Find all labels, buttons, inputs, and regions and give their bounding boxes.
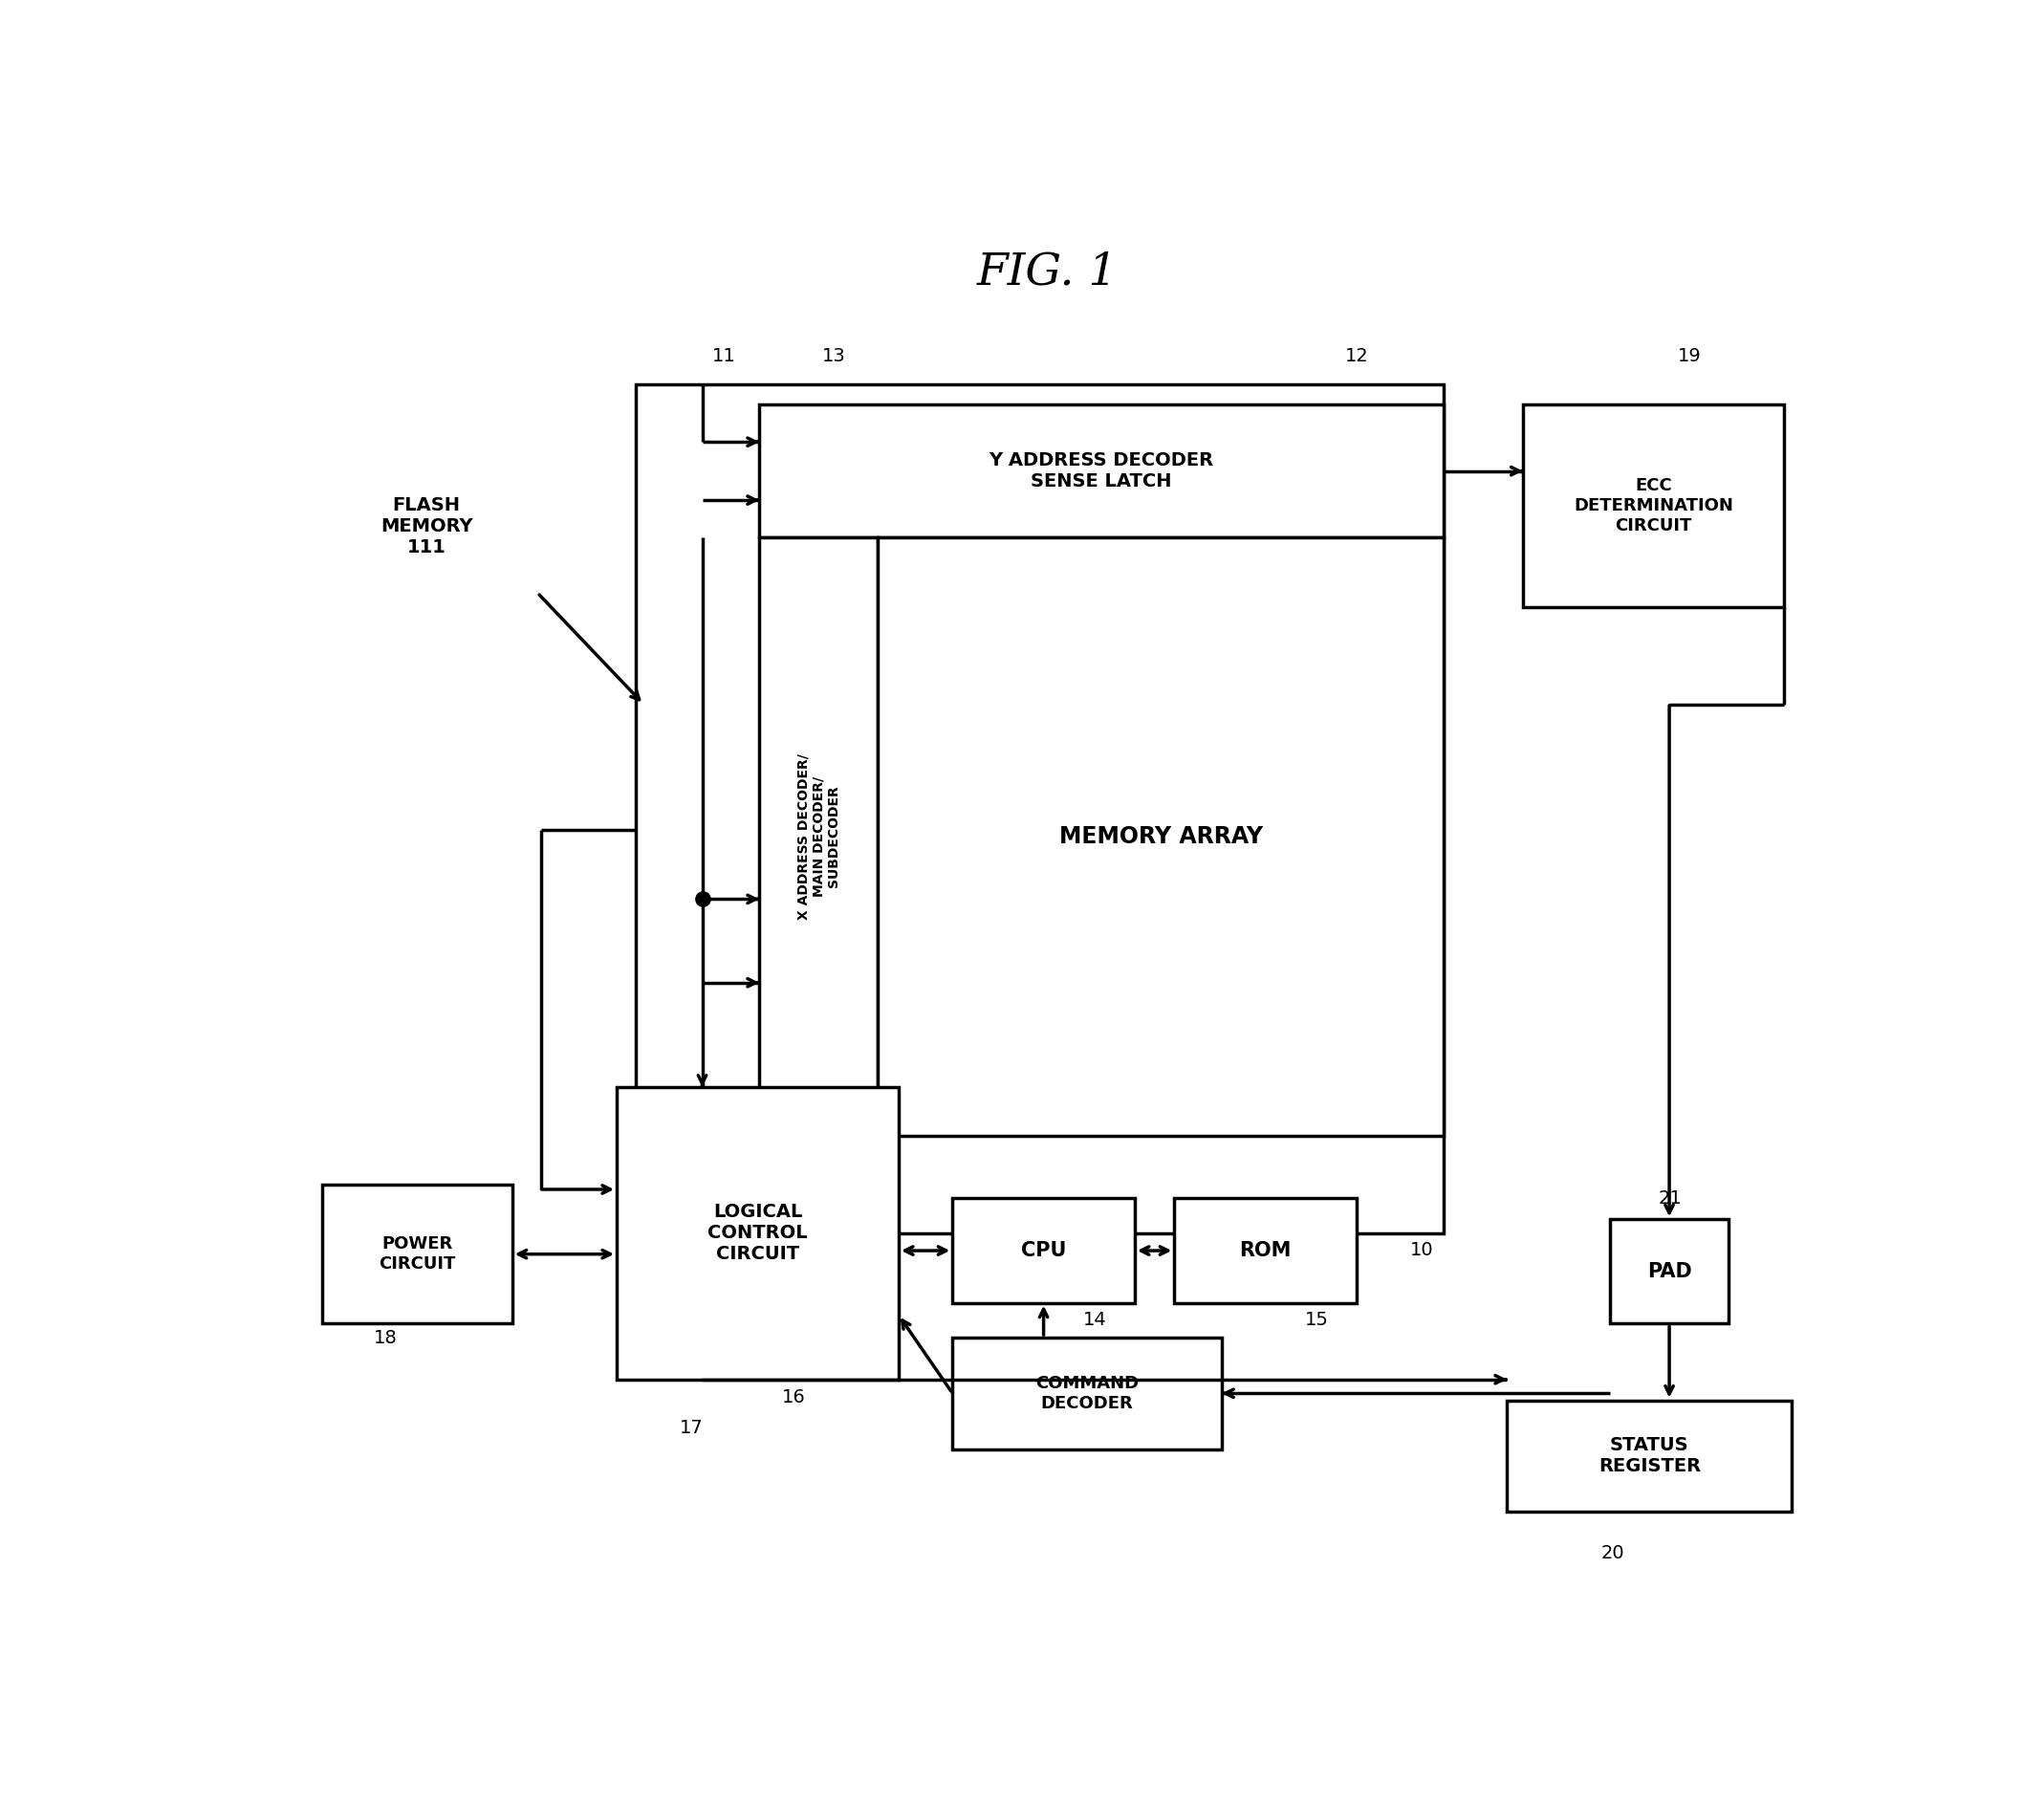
Bar — [1523, 405, 1784, 607]
Bar — [953, 1338, 1222, 1448]
Bar — [617, 1087, 899, 1380]
Bar — [758, 537, 879, 1135]
Text: 18: 18 — [374, 1329, 397, 1347]
Text: X ADDRESS DECODER/
MAIN DECODER/
SUBDECODER: X ADDRESS DECODER/ MAIN DECODER/ SUBDECO… — [797, 754, 840, 920]
Bar — [1611, 1219, 1729, 1323]
Text: 17: 17 — [679, 1419, 703, 1437]
Text: 12: 12 — [1345, 347, 1367, 365]
Text: 20: 20 — [1600, 1544, 1625, 1562]
Text: ECC
DETERMINATION
CIRCUIT: ECC DETERMINATION CIRCUIT — [1574, 477, 1733, 535]
Text: STATUS
REGISTER: STATUS REGISTER — [1598, 1436, 1701, 1475]
Text: 15: 15 — [1304, 1311, 1329, 1329]
Bar — [879, 537, 1443, 1135]
Bar — [1173, 1199, 1357, 1304]
Text: LOGICAL
CONTROL
CIRCUIT: LOGICAL CONTROL CIRCUIT — [707, 1202, 807, 1264]
Text: 16: 16 — [783, 1389, 805, 1407]
Text: 14: 14 — [1083, 1311, 1108, 1329]
Bar — [953, 1199, 1134, 1304]
Text: MEMORY ARRAY: MEMORY ARRAY — [1059, 824, 1263, 848]
Text: POWER
CIRCUIT: POWER CIRCUIT — [378, 1235, 456, 1273]
Bar — [323, 1184, 513, 1323]
Text: COMMAND
DECODER: COMMAND DECODER — [1036, 1374, 1139, 1412]
Text: CPU: CPU — [1020, 1240, 1067, 1260]
Text: 11: 11 — [713, 347, 736, 365]
Text: FLASH
MEMORY
111: FLASH MEMORY 111 — [380, 495, 472, 557]
Text: 10: 10 — [1410, 1240, 1433, 1258]
Text: PAD: PAD — [1647, 1262, 1692, 1282]
Bar — [758, 405, 1443, 537]
Text: ROM: ROM — [1239, 1240, 1292, 1260]
Bar — [1506, 1399, 1793, 1511]
Bar — [636, 383, 1443, 1233]
Text: FIG. 1: FIG. 1 — [977, 251, 1118, 295]
Text: 19: 19 — [1678, 347, 1701, 365]
Text: 13: 13 — [822, 347, 846, 365]
Text: Y ADDRESS DECODER
SENSE LATCH: Y ADDRESS DECODER SENSE LATCH — [989, 452, 1214, 490]
Text: 21: 21 — [1658, 1190, 1682, 1208]
